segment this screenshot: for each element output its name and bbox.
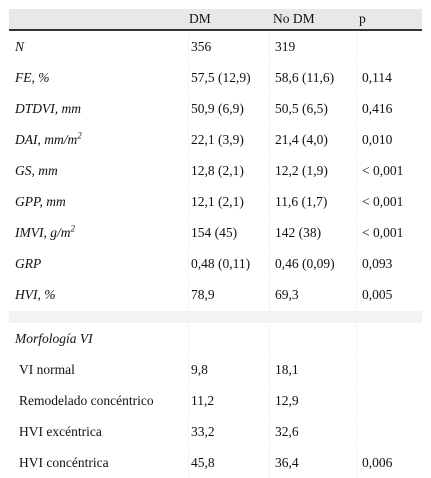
superscript: 2	[70, 223, 75, 234]
table-header: DM No DM p	[9, 9, 422, 31]
no-dm-value: 36,4	[270, 448, 356, 478]
row-label-text: FE, %	[15, 70, 50, 85]
row-label-text: GS, mm	[15, 163, 58, 178]
no-dm-value: 32,6	[270, 417, 356, 447]
dm-value: 22,1 (3,9)	[189, 125, 269, 155]
dm-value: 12,8 (2,1)	[189, 156, 269, 186]
table-row: FE, % 57,5 (12,9) 58,6 (11,6) 0,114	[9, 63, 422, 93]
p-value: < 0,001	[357, 156, 422, 186]
header-p: p	[359, 11, 366, 26]
p-value: < 0,001	[357, 218, 422, 248]
table-row: GRP 0,48 (0,11) 0,46 (0,09) 0,093	[9, 249, 422, 279]
header-dm: DM	[189, 11, 211, 26]
row-label-text: Morfología VI	[15, 331, 93, 346]
p-value	[357, 417, 422, 447]
row-label-text: HVI, %	[15, 287, 56, 302]
no-dm-value: 319	[270, 32, 356, 62]
spacer-row	[9, 311, 422, 323]
no-dm-value: 12,9	[270, 386, 356, 416]
no-dm-value: 69,3	[270, 280, 356, 310]
p-value: < 0,001	[357, 187, 422, 217]
no-dm-value: 11,6 (1,7)	[270, 187, 356, 217]
p-value: 0,114	[357, 63, 422, 93]
row-label: Morfología VI	[9, 324, 188, 354]
dm-value: 154 (45)	[189, 218, 269, 248]
table-row: HVI excéntrica 33,2 32,6	[9, 417, 422, 447]
superscript: 2	[77, 130, 82, 141]
row-label: GPP, mm	[9, 187, 188, 217]
header-no-dm: No DM	[273, 11, 315, 26]
p-value	[357, 386, 422, 416]
table-row: DAI, mm/m2 22,1 (3,9) 21,4 (4,0) 0,010	[9, 125, 422, 155]
data-table: DM No DM p N 356 319 FE, % 57,5 (12,9) 58,6 (…	[9, 9, 422, 478]
row-label: GRP	[9, 249, 188, 279]
row-label-text: DTDVI, mm	[15, 101, 81, 116]
table-row: N 356 319	[9, 32, 422, 62]
table-row: Remodelado concéntrico 11,2 12,9	[9, 386, 422, 416]
dm-value: 50,9 (6,9)	[189, 94, 269, 124]
row-label: VI normal	[9, 355, 188, 385]
row-label-text: HVI excéntrica	[19, 424, 102, 439]
no-dm-value	[270, 324, 356, 354]
table-row: IMVI, g/m2 154 (45) 142 (38) < 0,001	[9, 218, 422, 248]
p-value: 0,093	[357, 249, 422, 279]
row-label: DAI, mm/m2	[9, 125, 188, 155]
table-row: GPP, mm 12,1 (2,1) 11,6 (1,7) < 0,001	[9, 187, 422, 217]
dm-value: 356	[189, 32, 269, 62]
row-label-text: VI normal	[19, 362, 75, 377]
no-dm-value: 18,1	[270, 355, 356, 385]
row-label: IMVI, g/m2	[9, 218, 188, 248]
dm-value	[189, 324, 269, 354]
row-label: DTDVI, mm	[9, 94, 188, 124]
dm-value: 0,48 (0,11)	[189, 249, 269, 279]
no-dm-value: 0,46 (0,09)	[270, 249, 356, 279]
dm-value: 78,9	[189, 280, 269, 310]
row-label: HVI, %	[9, 280, 188, 310]
p-value: 0,416	[357, 94, 422, 124]
dm-value: 45,8	[189, 448, 269, 478]
table-row: DTDVI, mm 50,9 (6,9) 50,5 (6,5) 0,416	[9, 94, 422, 124]
row-label-text: GRP	[15, 256, 42, 271]
row-label: GS, mm	[9, 156, 188, 186]
dm-value: 9,8	[189, 355, 269, 385]
row-label: FE, %	[9, 63, 188, 93]
dm-value: 33,2	[189, 417, 269, 447]
p-value: 0,006	[357, 448, 422, 478]
no-dm-value: 12,2 (1,9)	[270, 156, 356, 186]
row-label: N	[9, 32, 188, 62]
no-dm-value: 58,6 (11,6)	[270, 63, 356, 93]
row-label: Remodelado concéntrico	[9, 386, 188, 416]
table-row: HVI concéntrica 45,8 36,4 0,006	[9, 448, 422, 478]
row-label-text: N	[15, 39, 25, 54]
table-body: N 356 319 FE, % 57,5 (12,9) 58,6 (11,6) 0,114 D…	[9, 32, 422, 478]
no-dm-value: 50,5 (6,5)	[270, 94, 356, 124]
row-label: HVI excéntrica	[9, 417, 188, 447]
row-label-text: IMVI, g/m	[15, 225, 71, 240]
p-value: 0,005	[357, 280, 422, 310]
table-row: GS, mm 12,8 (2,1) 12,2 (1,9) < 0,001	[9, 156, 422, 186]
row-label: HVI concéntrica	[9, 448, 188, 478]
table-row: HVI, % 78,9 69,3 0,005	[9, 280, 422, 310]
row-label-text: Remodelado concéntrico	[19, 393, 154, 408]
no-dm-value: 21,4 (4,0)	[270, 125, 356, 155]
row-label-text: GPP, mm	[15, 194, 66, 209]
row-label-text: DAI, mm/m	[15, 132, 78, 147]
dm-value: 57,5 (12,9)	[189, 63, 269, 93]
dm-value: 11,2	[189, 386, 269, 416]
dm-value: 12,1 (2,1)	[189, 187, 269, 217]
p-value	[357, 32, 422, 62]
p-value: 0,010	[357, 125, 422, 155]
table-row: VI normal 9,8 18,1	[9, 355, 422, 385]
p-value	[357, 324, 422, 354]
no-dm-value: 142 (38)	[270, 218, 356, 248]
p-value	[357, 355, 422, 385]
table-row: Morfología VI	[9, 324, 422, 354]
row-label-text: HVI concéntrica	[19, 455, 109, 470]
